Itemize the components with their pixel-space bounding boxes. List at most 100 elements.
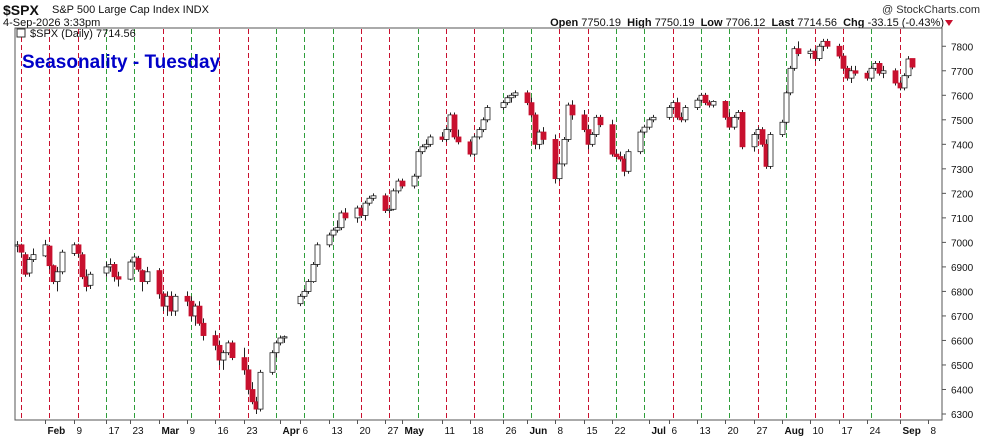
x-tick-label: Apr	[283, 426, 300, 437]
chg-label: Chg	[843, 17, 865, 29]
candle-body	[471, 136, 478, 155]
y-tick-label: 7400	[951, 140, 974, 151]
symbol: $SPX	[3, 2, 39, 18]
y-tick-label: 7500	[951, 116, 974, 127]
candle-body	[581, 114, 588, 131]
x-tick-label: Jun	[530, 426, 548, 437]
candle-body	[565, 104, 572, 140]
candle-body	[625, 151, 632, 172]
candle-body	[87, 273, 94, 286]
y-tick-label: 6600	[951, 336, 974, 347]
candle-body	[726, 116, 733, 128]
candle-body	[419, 146, 426, 153]
x-tick-label: 10	[813, 426, 825, 437]
candle-body	[54, 271, 61, 283]
x-tick-label: 27	[388, 426, 400, 437]
candle-body	[500, 102, 507, 108]
x-tick-label: 8	[931, 426, 937, 437]
candle-body	[399, 180, 406, 187]
candle-body	[245, 369, 252, 390]
y-tick-label: 6400	[951, 385, 974, 396]
quote-bar: Open 7750.19 High 7750.19 Low 7706.12 La…	[550, 17, 944, 29]
candle-body	[297, 295, 304, 305]
candle-body	[540, 131, 547, 140]
candle-body	[229, 342, 236, 359]
x-tick-label: 11	[445, 426, 456, 437]
candle-body	[779, 121, 786, 135]
candle-body	[868, 67, 875, 79]
x-tick-label: 15	[587, 426, 599, 437]
candle-body	[840, 55, 847, 69]
candle-body	[637, 131, 644, 153]
candle-body	[59, 251, 66, 273]
last-value: 7714.56	[797, 17, 837, 29]
candle-body	[613, 153, 620, 157]
y-tick-label: 7100	[951, 214, 974, 225]
candle-body	[342, 212, 349, 219]
candle-body	[249, 389, 256, 403]
candle-body	[702, 94, 709, 104]
candle-body	[731, 116, 738, 128]
y-tick-label: 6300	[951, 410, 974, 421]
candle-body	[751, 134, 758, 148]
chg-value: -33.15 (-0.43%)	[867, 17, 944, 29]
x-tick-label: 20	[728, 426, 740, 437]
candle-body	[694, 99, 701, 108]
candle-body	[759, 129, 766, 145]
candle-body	[722, 101, 729, 118]
candle-body	[200, 322, 207, 336]
candle-body	[144, 271, 151, 283]
candle-body	[512, 92, 519, 96]
candle-body	[135, 257, 142, 270]
x-tick-label: 22	[615, 426, 627, 437]
candle-body	[455, 136, 462, 143]
candle-body	[682, 107, 689, 121]
candle-body	[767, 134, 774, 167]
y-tick-label: 7200	[951, 189, 974, 200]
candle-body	[423, 143, 430, 148]
candle-body	[480, 119, 487, 131]
candle-body	[892, 70, 899, 84]
x-tick-label: 9	[190, 426, 196, 437]
x-tick-label: 17	[109, 426, 121, 437]
x-tick-label: 27	[757, 426, 769, 437]
candle-body	[111, 264, 118, 278]
candle-body	[172, 295, 179, 312]
candle-body	[127, 261, 134, 280]
candle-body	[556, 163, 563, 180]
candle-body	[212, 335, 219, 346]
x-tick-label: Aug	[785, 426, 804, 437]
candle-body	[382, 195, 389, 211]
legend-candle-icon	[16, 28, 26, 38]
candle-body	[528, 102, 535, 116]
down-arrow-icon	[945, 20, 953, 26]
candle-body	[46, 245, 53, 267]
candle-body	[103, 266, 110, 274]
candle-body	[524, 92, 531, 104]
candle-body	[26, 259, 33, 274]
y-axis: 6300 6400 6500 6600 6700 6800 6900 7000 7100 7200…	[942, 42, 974, 421]
candle-body	[617, 156, 624, 160]
candle-body	[824, 40, 831, 47]
candle-body	[836, 45, 843, 57]
candle-body	[783, 92, 790, 123]
candlesticks	[14, 38, 916, 414]
candle-body	[666, 107, 673, 118]
candle-body	[739, 112, 746, 148]
candle-body	[791, 48, 798, 69]
candle-body	[476, 129, 483, 138]
y-tick-label: 7300	[951, 165, 974, 176]
candle-body	[650, 116, 657, 121]
y-tick-label: 7800	[951, 42, 974, 53]
candle-body	[451, 114, 458, 138]
candle-body	[273, 342, 280, 354]
candle-body	[508, 94, 515, 99]
x-tick-label: May	[405, 426, 425, 437]
x-tick-label: 6	[672, 426, 678, 437]
x-tick-label: Mar	[162, 426, 180, 437]
candle-body	[281, 336, 288, 339]
candle-body	[415, 151, 422, 177]
candle-body	[257, 371, 264, 410]
x-tick-label: 20	[360, 426, 372, 437]
